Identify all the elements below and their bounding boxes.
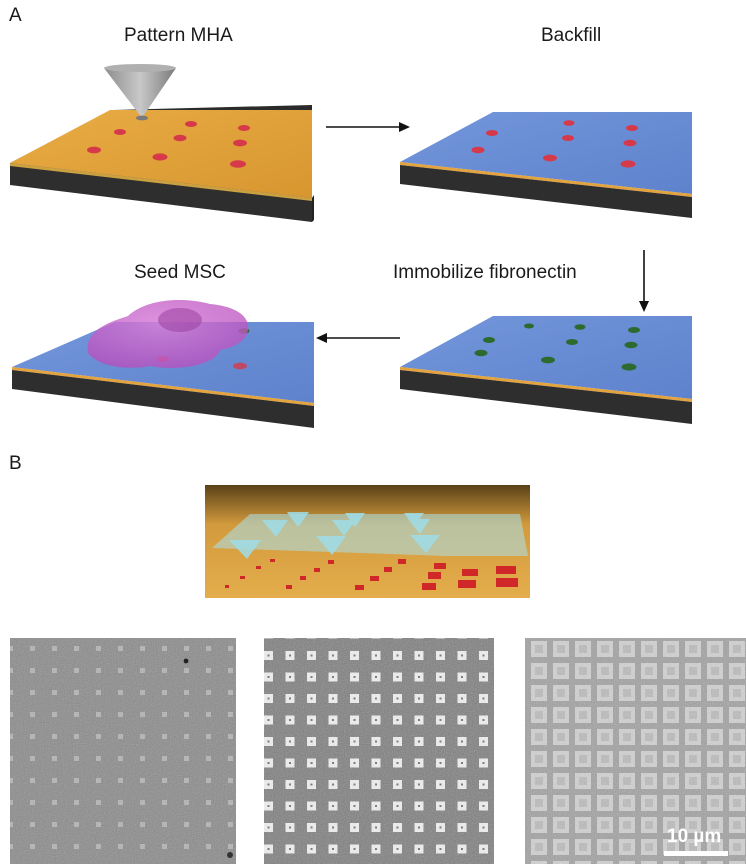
sem-image-dense-squares [525,638,746,864]
fibronectin-dots [474,323,640,371]
dpn-render [205,485,530,598]
scale-bar [664,851,728,856]
panel-a-letter: A [9,5,22,26]
cell-nucleus [158,308,202,332]
pattern-dots [471,120,638,168]
sem-image-sparse-dots [10,638,236,864]
pen-tips [229,512,440,559]
feature-grid [225,559,518,590]
step4-slab [12,300,314,428]
step-pattern-mha-label: Pattern MHA [124,25,233,46]
step-backfill-label: Backfill [541,25,602,46]
arrow-left [316,333,400,343]
step-seed-msc-label: Seed MSC [134,262,226,283]
step2-slab [400,112,692,218]
step3-slab [400,316,692,424]
pattern-dots [87,121,250,168]
step1-slab [10,105,314,222]
arrow-down [639,250,649,312]
pen-array-plate [212,514,528,556]
arrow-right [326,122,410,132]
step-immobilize-label: Immobilize fibronectin [393,262,577,283]
afm-tip-icon [104,64,176,121]
substrate-front [10,163,312,222]
msc-cell [87,300,249,369]
panel-b-letter: B [9,453,22,474]
scale-bar-label: 10 µm [667,826,722,847]
sem-image-square-array [264,638,494,864]
